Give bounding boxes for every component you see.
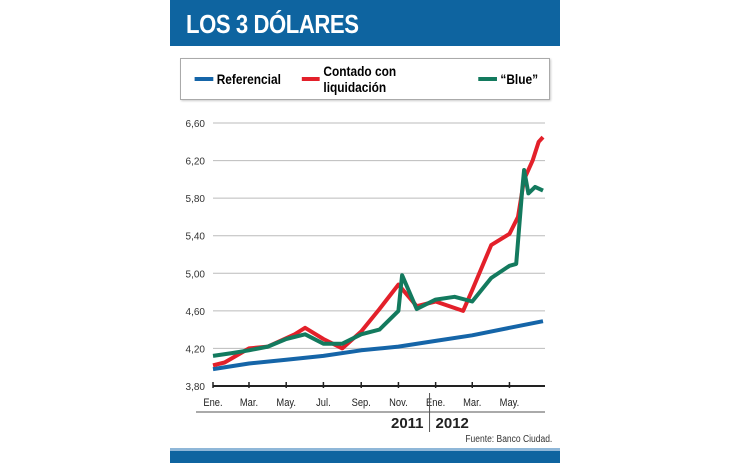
legend-item-referencial: Referencial	[194, 71, 281, 87]
x-tick-label: May.	[276, 397, 296, 409]
x-tick-label: Jul.	[316, 397, 331, 409]
source-note: Fuente: Banco Ciudad.	[465, 434, 552, 445]
x-tick-label: Sep.	[352, 397, 371, 409]
y-tick-label: 4,20	[186, 344, 206, 355]
series-line-0	[212, 319, 544, 372]
x-tick-label: Nov.	[389, 397, 408, 409]
year-label-2011: 2011	[391, 415, 424, 432]
legend-swatch	[194, 77, 214, 81]
legend-swatch	[302, 77, 321, 81]
y-tick-label: 5,40	[186, 232, 206, 243]
footer-bar	[170, 448, 560, 463]
chart-title: LOS 3 DÓLARES	[186, 9, 359, 39]
legend-item-ccl: Contado con liquidación	[302, 63, 459, 95]
y-tick-label: 3,80	[186, 382, 206, 393]
x-tick-label: Mar.	[463, 397, 481, 409]
x-tick-label: May.	[500, 397, 520, 409]
y-tick-label: 6,60	[186, 119, 206, 130]
legend-swatch	[477, 77, 497, 81]
y-tick-label: 4,60	[186, 307, 206, 318]
x-tick-label: Mar.	[240, 397, 258, 409]
legend-item-blue: “Blue”	[477, 71, 538, 87]
series-line-2	[212, 168, 544, 358]
x-tick-label: Ene.	[426, 397, 445, 409]
y-tick-label: 5,00	[186, 269, 206, 280]
year-label-2012: 2012	[436, 415, 469, 432]
legend: Referencial Contado con liquidación “Blu…	[180, 58, 550, 100]
legend-label: “Blue”	[500, 71, 538, 87]
y-tick-label: 5,80	[186, 194, 206, 205]
legend-label: Contado con liquidación	[323, 63, 397, 95]
y-tick-label: 6,20	[186, 157, 206, 168]
legend-label: Referencial	[216, 71, 281, 87]
x-tick-label: Ene.	[203, 397, 222, 409]
title-banner: LOS 3 DÓLARES	[170, 0, 560, 46]
